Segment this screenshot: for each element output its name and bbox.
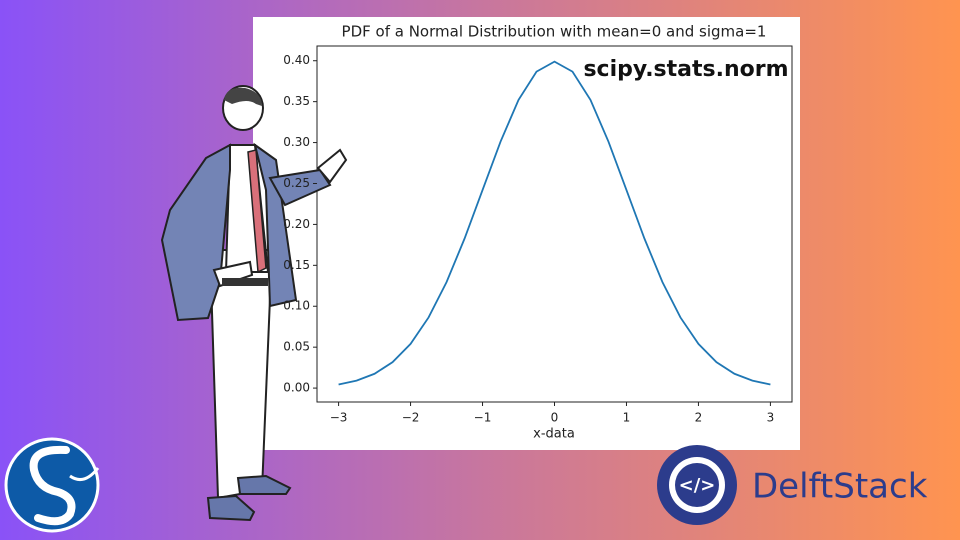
y-tick-label: 0.05: [283, 340, 310, 354]
x-tick-label: 1: [623, 411, 631, 425]
x-tick-label: −3: [330, 411, 348, 425]
plot-panel: [253, 17, 800, 450]
x-tick-label: −2: [402, 411, 420, 425]
annotation: scipy.stats.norm: [583, 57, 788, 82]
x-tick-label: 3: [767, 411, 775, 425]
x-tick-label: 2: [695, 411, 703, 425]
y-tick-label: 0.40: [283, 53, 310, 67]
y-tick-label: 0.25: [283, 176, 310, 190]
brand-name: DelftStack: [752, 467, 928, 507]
y-tick-label: 0.15: [283, 258, 310, 272]
x-axis-label: x-data: [533, 427, 575, 442]
y-tick-label: 0.10: [283, 299, 310, 313]
scipy-logo: [4, 437, 100, 533]
x-tick-label: 0: [551, 411, 559, 425]
chart-title: PDF of a Normal Distribution with mean=0…: [342, 23, 767, 41]
pdf-line: [338, 60, 771, 386]
y-tick-label: 0.00: [283, 381, 310, 395]
y-tick-label: 0.20: [283, 217, 310, 231]
y-tick-label: 0.35: [283, 94, 310, 108]
svg-text:</>: </>: [679, 475, 716, 496]
x-tick-label: −1: [474, 411, 492, 425]
y-tick-label: 0.30: [283, 135, 310, 149]
delftstack-logo: </> DelftStack: [657, 445, 928, 525]
presenter-illustration: [160, 85, 348, 522]
